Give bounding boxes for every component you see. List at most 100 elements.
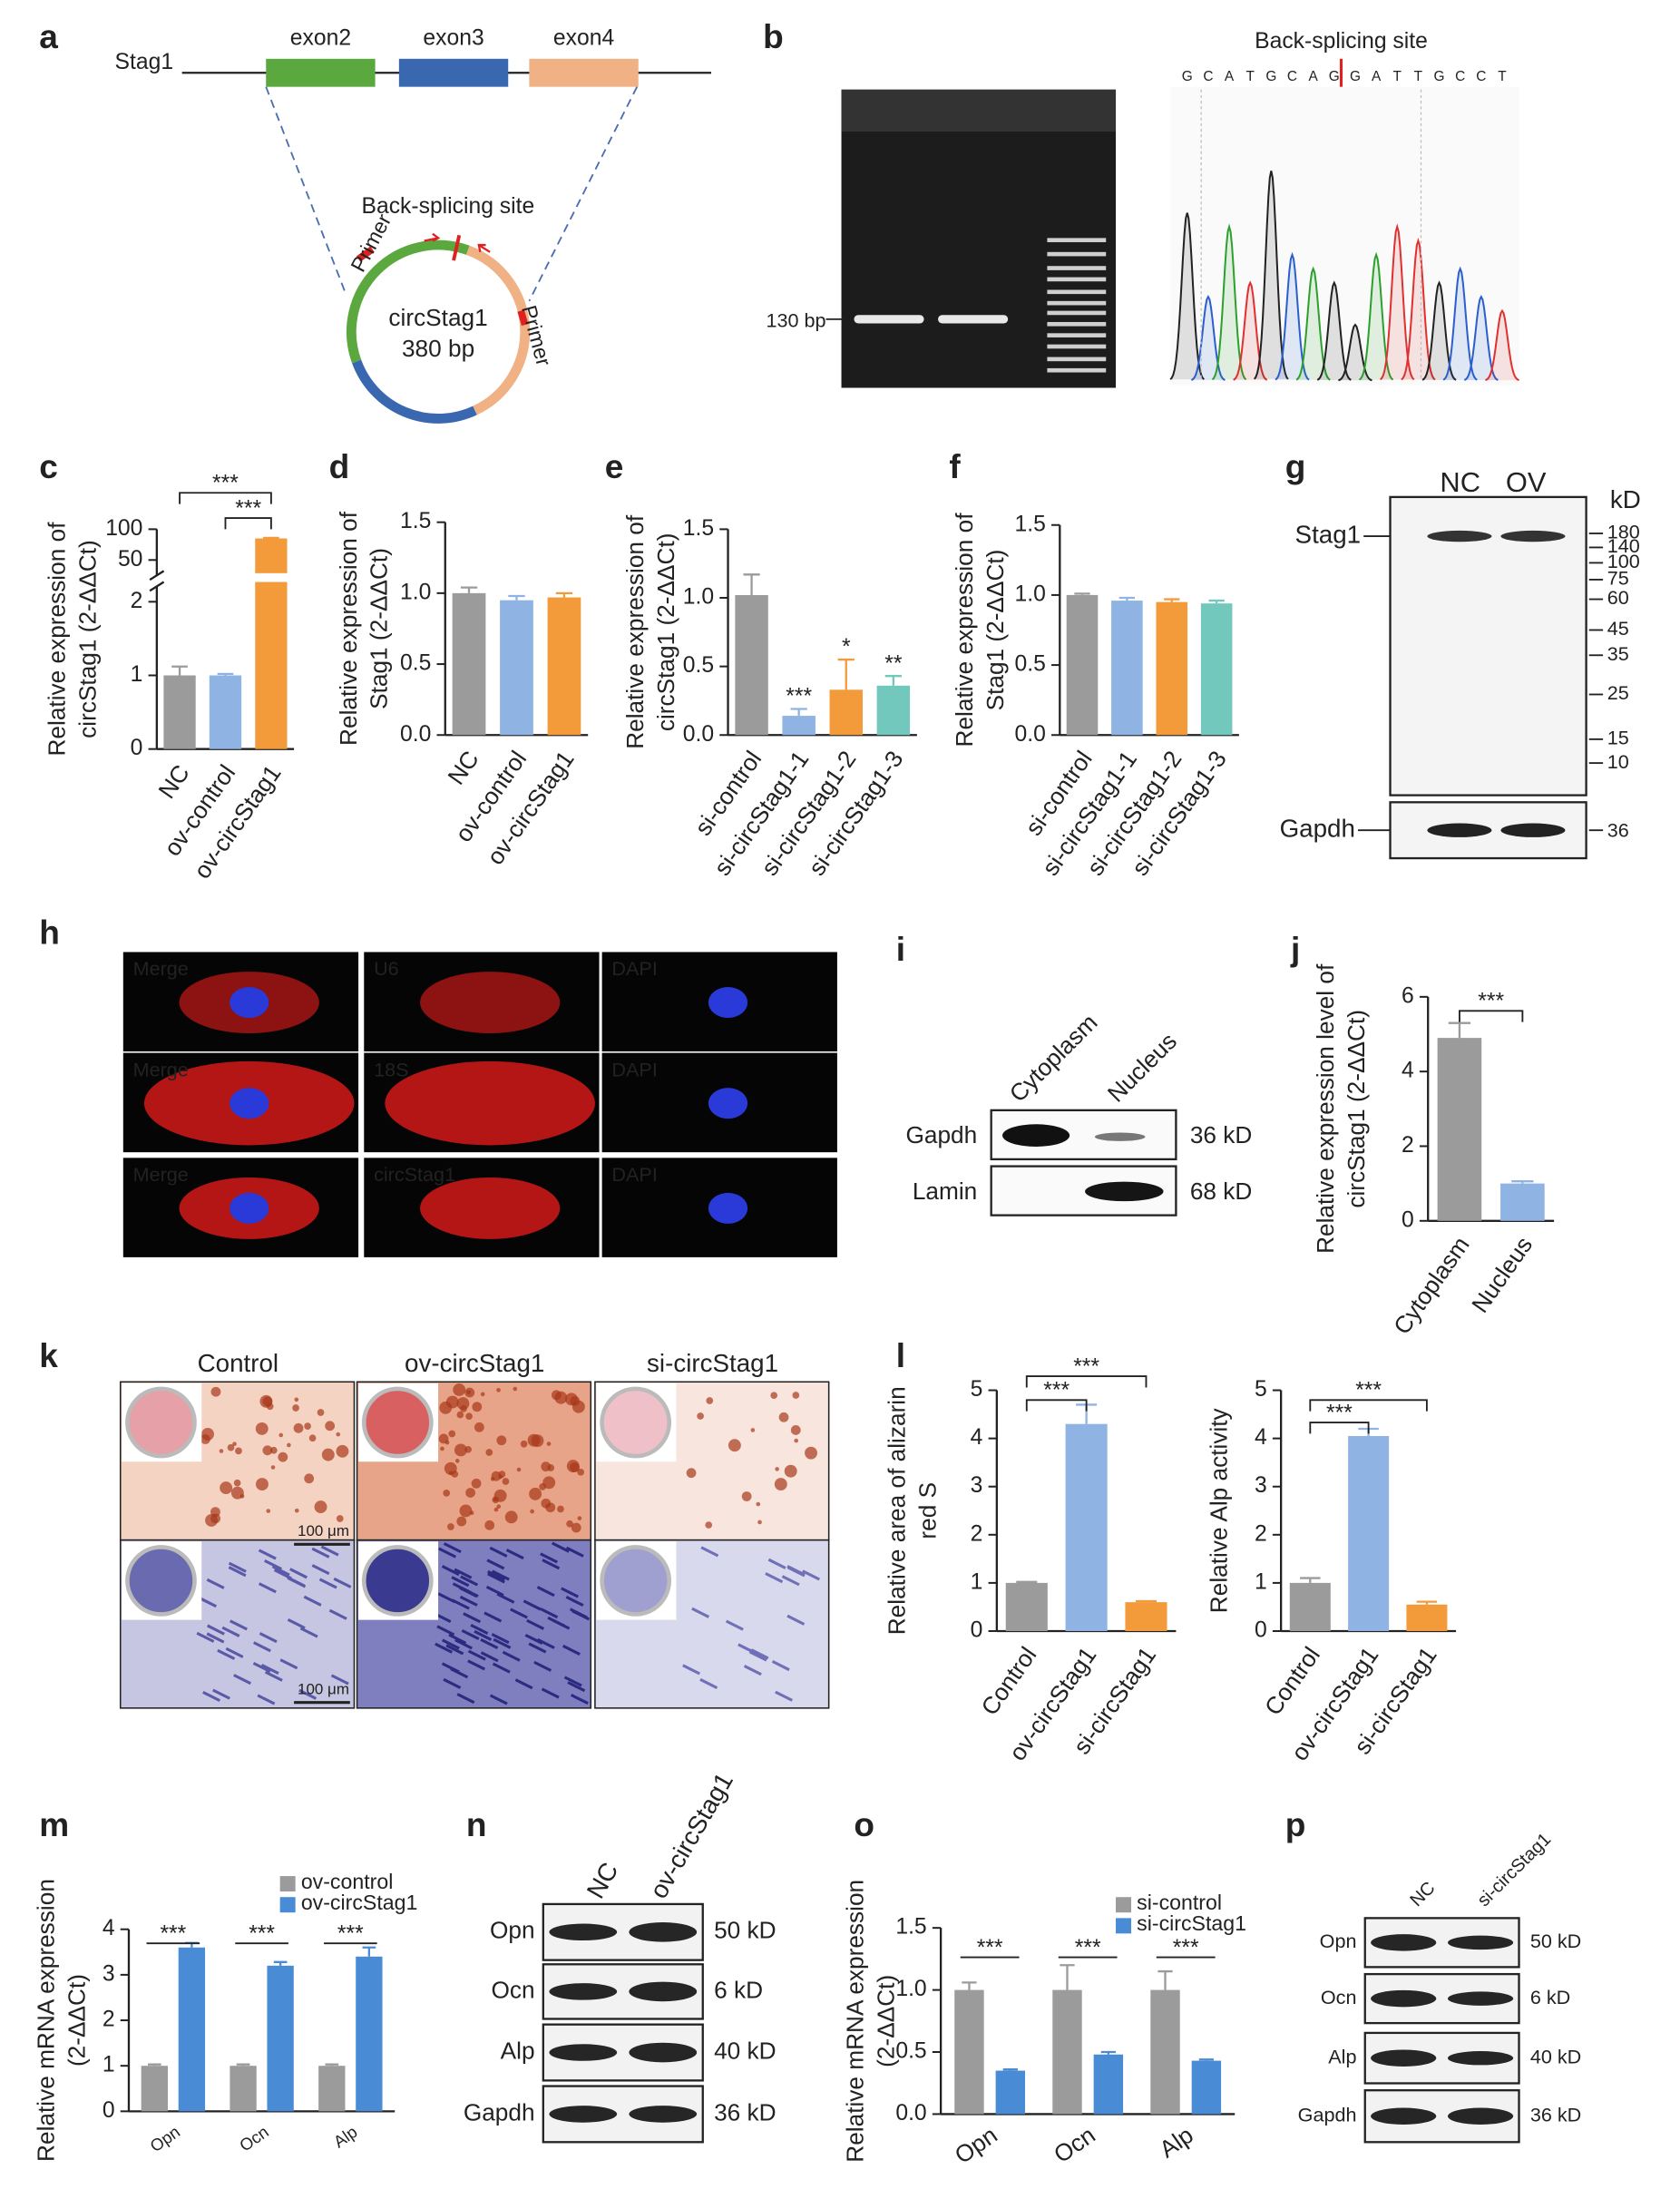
bar bbox=[356, 1956, 383, 2112]
group-label: si-circStag1 bbox=[647, 1349, 778, 1377]
stain-fiber bbox=[485, 1585, 504, 1597]
stain-fiber bbox=[781, 1575, 800, 1587]
ladder-label: 140 bbox=[1607, 534, 1640, 557]
error-bar bbox=[148, 2063, 161, 2067]
significance: *** bbox=[1073, 1354, 1099, 1379]
site-label: Back-splicing site bbox=[1255, 29, 1428, 54]
y-axis-title: (2-ΔΔCt) bbox=[872, 1975, 899, 2067]
stain-fiber bbox=[493, 1637, 512, 1649]
y-tick-label: 2 bbox=[1402, 1133, 1414, 1158]
stain-fiber bbox=[470, 1623, 489, 1636]
panel-letter: g bbox=[1285, 447, 1306, 485]
stain-dot bbox=[444, 1440, 450, 1445]
trace-peak bbox=[1295, 266, 1331, 381]
blot-band bbox=[1371, 2049, 1437, 2067]
stain-fiber bbox=[542, 1559, 561, 1570]
dash bbox=[265, 86, 347, 295]
stain-fiber bbox=[502, 1650, 521, 1662]
size-label: 6 kD bbox=[1530, 1986, 1570, 2008]
protein-label: Opn bbox=[1320, 1930, 1357, 1952]
panel-letter: i bbox=[896, 930, 905, 968]
stain-dot bbox=[484, 1520, 495, 1530]
channel-label: Merge bbox=[133, 957, 189, 980]
ladder-band bbox=[1047, 344, 1107, 349]
x-tick-label: Opn bbox=[146, 2122, 183, 2155]
stain-dot bbox=[516, 1467, 522, 1472]
stain-fiber bbox=[492, 1662, 511, 1674]
well bbox=[125, 1545, 197, 1617]
exon bbox=[398, 58, 509, 87]
stain-dot bbox=[471, 1478, 482, 1489]
significance: *** bbox=[977, 1936, 1003, 1960]
stain-fiber bbox=[487, 1569, 505, 1581]
bar bbox=[1150, 1989, 1180, 2115]
ladder-band bbox=[1047, 333, 1107, 337]
y-tick-label: 1 bbox=[131, 662, 143, 687]
channel-label: 18S bbox=[374, 1058, 408, 1080]
protein-label: Gapdh bbox=[464, 2098, 535, 2125]
y-axis-title: Relative expression of bbox=[951, 513, 978, 748]
stain-dot bbox=[287, 1442, 291, 1448]
bar bbox=[1500, 1183, 1545, 1221]
y-tick-label: 0.5 bbox=[400, 651, 431, 676]
trace-peak bbox=[1233, 280, 1268, 381]
y-tick-label: 6 bbox=[1402, 983, 1414, 1008]
blot-band bbox=[549, 1923, 618, 1941]
stain-fiber bbox=[318, 1578, 337, 1589]
trace-peak bbox=[1380, 223, 1415, 381]
stain-dot bbox=[278, 1451, 288, 1462]
bar bbox=[1200, 603, 1233, 736]
legend-label: ov-circStag1 bbox=[301, 1891, 418, 1914]
bar bbox=[735, 594, 768, 736]
stain-fiber bbox=[230, 1619, 248, 1631]
stain-dot bbox=[235, 1447, 242, 1455]
stain-dot bbox=[513, 1386, 518, 1392]
stain-dot bbox=[778, 1412, 789, 1422]
channel-label: DAPI bbox=[611, 957, 657, 980]
fraction-label: Nucleus bbox=[1102, 1027, 1182, 1107]
cell-signal bbox=[420, 1177, 561, 1239]
stain-dot bbox=[570, 1462, 580, 1472]
bar bbox=[1406, 1604, 1448, 1631]
blot-band bbox=[1427, 823, 1492, 837]
error-bar bbox=[884, 675, 902, 686]
stain-dot bbox=[321, 1448, 335, 1461]
stain-dot bbox=[278, 1432, 284, 1438]
stain-dot bbox=[542, 1476, 556, 1490]
stain-fiber bbox=[452, 1582, 471, 1594]
blot-band bbox=[1427, 530, 1492, 542]
stain-fiber bbox=[567, 1681, 586, 1693]
bar bbox=[782, 716, 816, 736]
panel-letter: e bbox=[605, 447, 624, 485]
stain-fiber bbox=[333, 1577, 352, 1588]
trace-peak bbox=[1463, 294, 1499, 381]
stain-dot bbox=[529, 1487, 542, 1500]
stain-fiber bbox=[771, 1660, 790, 1672]
channel-label: Merge bbox=[133, 1163, 189, 1186]
stain-dot bbox=[453, 1383, 466, 1396]
stain-dot bbox=[770, 1392, 778, 1400]
base-label: G bbox=[1434, 69, 1445, 84]
y-tick-label: 2 bbox=[1255, 1521, 1267, 1546]
stain-fiber bbox=[775, 1690, 794, 1702]
nucleus bbox=[230, 987, 269, 1019]
stain-dot bbox=[577, 1468, 585, 1476]
error-bar bbox=[1511, 1180, 1534, 1184]
base-label: T bbox=[1498, 69, 1507, 84]
stain-fiber bbox=[489, 1546, 508, 1558]
stain-dot bbox=[757, 1520, 762, 1525]
site-label: Back-splicing site bbox=[362, 194, 535, 219]
legend-swatch bbox=[279, 1897, 296, 1913]
y-tick-label: 0 bbox=[1402, 1207, 1414, 1232]
trace-peak bbox=[1485, 308, 1519, 382]
stain-dot bbox=[210, 1513, 221, 1524]
significance: *** bbox=[1173, 1936, 1199, 1960]
stain-fiber bbox=[691, 1607, 710, 1618]
stain-fiber bbox=[288, 1577, 307, 1588]
x-tick-label: Cytoplasm bbox=[1388, 1232, 1475, 1340]
stain-fiber bbox=[445, 1644, 464, 1656]
base-label: G bbox=[1329, 69, 1340, 84]
legend-swatch bbox=[1116, 1918, 1132, 1934]
exon bbox=[266, 58, 376, 87]
